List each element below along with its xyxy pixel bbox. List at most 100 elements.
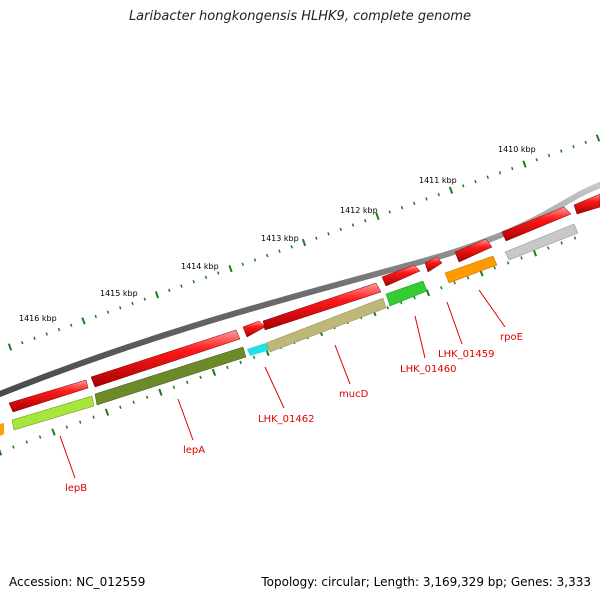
leader-lepB (59, 435, 76, 479)
minor-tick (45, 332, 48, 336)
minor-tick (65, 425, 69, 429)
label-LHK_01462: LHK_01462 (258, 414, 314, 425)
minor-tick (145, 395, 149, 399)
major-tick (301, 238, 307, 247)
minor-tick (486, 175, 489, 179)
minor-tick (143, 297, 146, 301)
minor-tick (199, 375, 202, 380)
minor-tick (119, 306, 122, 310)
minor-tick (70, 323, 73, 327)
minor-tick (584, 140, 587, 145)
gene-block-forward[interactable] (262, 282, 382, 331)
leader-mucD (334, 344, 351, 385)
minor-tick (560, 149, 563, 153)
leader-lepA (177, 398, 194, 441)
minor-tick (437, 192, 440, 197)
gene-block-forward[interactable] (90, 329, 241, 388)
major-tick (211, 368, 217, 377)
major-tick (595, 134, 600, 142)
label-mucD: mucD (339, 389, 369, 400)
major-tick (81, 317, 86, 325)
minor-tick (547, 246, 550, 250)
gene-lepB[interactable] (11, 395, 95, 431)
gene-block-forward[interactable] (8, 379, 89, 413)
minor-tick (474, 179, 477, 184)
minor-tick (21, 340, 24, 345)
label-rpoE: rpoE (500, 332, 523, 343)
gene-block-forward[interactable] (424, 256, 443, 273)
leader-rpoE (478, 289, 506, 328)
kbp-label: 1415 kbp (100, 289, 138, 298)
minor-tick (572, 145, 575, 149)
major-tick (7, 343, 13, 351)
minor-tick (119, 405, 122, 409)
map-title: Laribacter hongkongensis HLHK9, complete… (128, 9, 472, 24)
minor-tick (511, 166, 514, 171)
kbp-label: 1412 kbp (340, 206, 378, 215)
leader-LHK_01460 (414, 315, 426, 359)
minor-tick (351, 223, 355, 227)
minor-tick (33, 336, 36, 340)
minor-tick (226, 365, 229, 370)
gene-gray[interactable] (504, 223, 579, 261)
minor-tick (185, 380, 189, 384)
label-lepA: lepA (183, 445, 205, 456)
minor-tick (520, 256, 523, 260)
label-LHK_01460: LHK_01460 (400, 364, 456, 375)
gene-LHK_01460[interactable] (385, 280, 428, 307)
kbp-labels: 1410 kbp 1411 kbp 1412 kbp 1413 kbp 1414 kbp… (19, 145, 536, 323)
minor-tick (253, 258, 257, 262)
minor-tick (38, 435, 42, 439)
gene-block-forward[interactable] (573, 193, 600, 215)
minor-tick (547, 153, 551, 158)
minor-tick (364, 219, 367, 223)
gene-block-forward[interactable] (454, 238, 493, 263)
leader-LHK_01462 (264, 366, 285, 409)
major-tick (522, 160, 527, 168)
minor-tick (131, 301, 134, 306)
major-tick (158, 388, 163, 396)
minor-tick (94, 314, 97, 319)
kbp-label: 1416 kbp (19, 314, 57, 323)
minor-tick (132, 400, 135, 404)
topology-summary: Topology: circular; Length: 3,169,329 bp… (261, 575, 591, 589)
kbp-label: 1413 kbp (261, 234, 299, 243)
gene-left-orange[interactable] (0, 423, 4, 436)
minor-tick (92, 415, 95, 419)
colored-gene-row (0, 223, 579, 436)
minor-tick (453, 281, 456, 285)
kbp-label: 1414 kbp (181, 262, 219, 271)
minor-tick (462, 184, 465, 188)
leader-LHK_01459 (446, 301, 463, 345)
gene-mucD[interactable] (265, 297, 387, 353)
gene-block-forward[interactable] (381, 264, 421, 287)
minor-tick (12, 445, 15, 449)
minor-tick (400, 206, 404, 210)
minor-tick (290, 245, 293, 249)
minor-tick (266, 253, 269, 258)
minor-tick (168, 288, 171, 293)
gene-block-forward[interactable] (501, 206, 572, 242)
gene-block-forward[interactable] (242, 320, 266, 338)
major-tick (448, 186, 454, 194)
minor-tick (425, 197, 428, 201)
minor-tick (339, 227, 342, 232)
minor-tick (506, 261, 510, 265)
minor-tick (252, 355, 256, 360)
gene-rpoE[interactable] (444, 255, 498, 284)
minor-tick (493, 266, 496, 270)
minor-tick (106, 310, 110, 314)
gene-LHK_01462[interactable] (247, 343, 270, 356)
minor-tick (413, 296, 416, 300)
gene-lepA[interactable] (94, 346, 247, 406)
minor-tick (327, 232, 330, 236)
major-tick (104, 408, 110, 416)
minor-tick (241, 262, 244, 266)
accession-text: Accession: NC_012559 (9, 575, 146, 589)
minor-tick (172, 385, 176, 389)
major-tick (532, 249, 538, 257)
major-tick (228, 264, 233, 273)
genome-backbone (0, 182, 600, 397)
outer-kbp-ticks (7, 134, 600, 351)
